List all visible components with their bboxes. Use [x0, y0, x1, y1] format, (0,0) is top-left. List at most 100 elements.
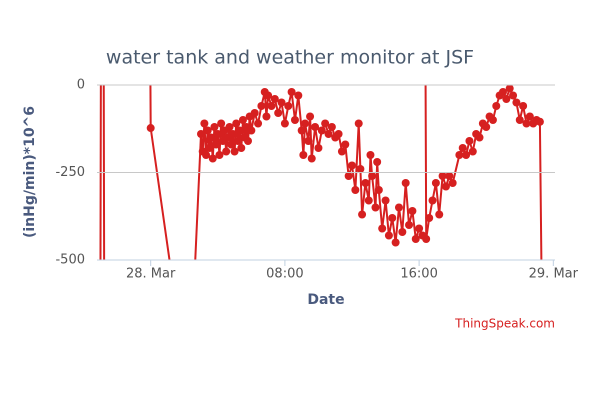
data-point	[378, 224, 387, 233]
data-point	[96, 291, 104, 299]
data-point	[425, 214, 434, 222]
data-point	[519, 102, 528, 110]
data-point	[337, 147, 346, 156]
data-point	[267, 102, 276, 110]
data-point	[356, 165, 365, 173]
data-point	[228, 130, 237, 138]
data-point	[431, 179, 440, 187]
data-point	[213, 130, 222, 138]
data-point	[230, 147, 239, 156]
data-point	[314, 144, 323, 152]
data-point	[304, 137, 313, 145]
data-point	[401, 179, 410, 187]
data-point	[391, 238, 400, 247]
data-point	[522, 119, 531, 128]
data-point	[321, 119, 330, 128]
y-tick-label: -250	[55, 165, 85, 180]
data-point	[488, 116, 497, 124]
data-point	[202, 151, 211, 159]
data-point	[435, 210, 444, 219]
x-tick-label: 28. Mar	[126, 267, 176, 282]
data-point	[97, 60, 105, 68]
data-point	[262, 112, 271, 121]
data-point	[348, 161, 357, 170]
data-point	[287, 88, 296, 96]
data-point	[327, 123, 336, 131]
data-point	[264, 91, 273, 100]
data-point	[146, 124, 155, 133]
data-point	[438, 172, 447, 180]
data-point	[277, 98, 286, 107]
data-point	[381, 196, 390, 205]
data-point	[243, 137, 252, 145]
data-point	[509, 91, 518, 100]
data-point	[205, 144, 214, 152]
data-point	[351, 186, 360, 194]
x-axis-label: Date	[307, 292, 344, 308]
data-point	[270, 95, 279, 103]
data-point	[428, 196, 437, 205]
data-point	[512, 98, 521, 107]
data-point	[254, 119, 263, 128]
data-point	[455, 151, 464, 159]
data-point	[462, 151, 471, 159]
data-point	[307, 154, 316, 163]
data-point	[200, 119, 209, 128]
data-point	[341, 140, 350, 149]
data-point	[525, 112, 534, 121]
data-point	[280, 119, 289, 128]
data-point	[498, 88, 507, 96]
credit[interactable]: ThingSpeak.com	[454, 317, 555, 331]
data-point	[294, 91, 303, 100]
data-point	[358, 210, 367, 219]
data-point	[505, 85, 514, 93]
data-point	[502, 95, 511, 103]
data-point	[448, 179, 457, 187]
data-point	[535, 117, 544, 126]
data-point	[465, 137, 474, 145]
data-point	[203, 126, 212, 135]
data-point	[210, 123, 219, 131]
data-point	[225, 123, 234, 131]
data-point	[311, 123, 320, 131]
data-point	[257, 102, 266, 110]
data-point	[215, 151, 224, 159]
data-point	[441, 182, 450, 191]
data-point	[301, 119, 310, 128]
data-point	[299, 151, 308, 159]
data-point	[475, 133, 484, 142]
data-point	[354, 119, 363, 128]
y-axis-label: (inHg/min)*10^6	[22, 106, 38, 238]
data-point	[366, 151, 375, 159]
data-point	[361, 179, 370, 187]
data-point	[227, 140, 236, 149]
data-point	[458, 144, 467, 152]
data-point	[290, 116, 299, 124]
data-point	[492, 102, 501, 110]
data-point	[250, 109, 259, 117]
data-point	[217, 119, 226, 128]
data-point	[274, 109, 283, 117]
data-point	[190, 277, 198, 285]
data-point	[364, 196, 373, 205]
data-point	[384, 231, 393, 240]
data-point	[344, 172, 353, 180]
data-point	[398, 228, 407, 236]
chart-title: water tank and weather monitor at JSF	[106, 47, 474, 69]
data-point	[207, 133, 216, 142]
plot-area	[96, 60, 544, 299]
data-point	[388, 214, 397, 222]
data-point	[317, 126, 326, 135]
data-point	[324, 130, 333, 138]
x-tick-label: 16:00	[400, 267, 437, 282]
y-tick-label: 0	[77, 78, 85, 93]
data-point	[405, 221, 414, 229]
data-point	[238, 116, 247, 124]
data-point	[411, 235, 420, 243]
data-point	[468, 147, 477, 156]
data-point	[197, 130, 206, 138]
data-point	[297, 126, 306, 135]
data-point	[334, 130, 343, 138]
data-point	[237, 144, 246, 152]
data-point	[247, 126, 256, 135]
